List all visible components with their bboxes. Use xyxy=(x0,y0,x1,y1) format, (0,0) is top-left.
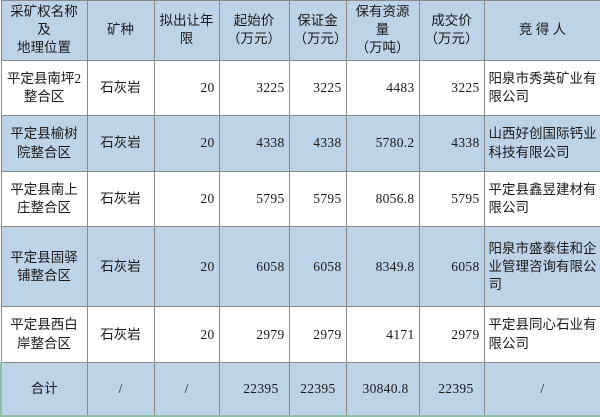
cell-reserves: 4483 xyxy=(345,59,420,117)
cell-winner: 阳泉市秀英矿业有限公司 xyxy=(483,59,600,117)
cell-winner: 平定县鑫昱建材有限公司 xyxy=(483,170,600,228)
cell-years: 20 xyxy=(153,306,220,363)
total-deal-price: 22395 xyxy=(418,362,485,417)
column-header-reserves-line2: （万吨） xyxy=(355,40,410,56)
column-header-ore: 矿种 xyxy=(86,0,155,61)
cell-deal-price: 2979 xyxy=(418,306,485,363)
cell-deposit: 4338 xyxy=(288,115,347,172)
column-header-name-line1: 采矿权名称及 xyxy=(10,4,78,38)
column-header-years: 拟出让年限 xyxy=(153,0,220,61)
column-header-reserves: 保有资源量 （万吨） xyxy=(345,0,420,61)
cell-deal-price: 4338 xyxy=(418,115,485,172)
column-header-deposit-line1: 保证金 xyxy=(297,13,338,29)
cell-start-price: 2979 xyxy=(218,306,290,363)
cell-deal-price: 3225 xyxy=(418,59,485,117)
cell-start-price: 5795 xyxy=(218,170,290,228)
cell-years: 20 xyxy=(153,170,220,228)
cell-name: 平定县南坪2整合区 xyxy=(0,59,88,117)
cell-ore: 石灰岩 xyxy=(86,170,155,228)
cell-start-price: 4338 xyxy=(218,115,290,172)
table-header-row: 采矿权名称及 地理位置 矿种 拟出让年限 起始价 （万元） 保证金 （万元） 保… xyxy=(0,0,600,61)
column-header-deal-price: 成交价 （万元） xyxy=(418,0,485,61)
total-winner: / xyxy=(483,362,600,417)
total-start-price: 22395 xyxy=(218,362,290,417)
column-header-reserves-line1: 保有资源量 xyxy=(355,4,410,38)
column-header-name: 采矿权名称及 地理位置 xyxy=(0,0,88,61)
cell-deposit: 2979 xyxy=(288,306,347,363)
cell-ore: 石灰岩 xyxy=(86,59,155,117)
cell-years: 20 xyxy=(153,115,220,172)
cell-deposit: 6058 xyxy=(288,226,347,308)
cell-deal-price: 5795 xyxy=(418,170,485,228)
cell-name: 平定县西白岸整合区 xyxy=(0,306,88,363)
column-header-winner: 竞 得 人 xyxy=(483,0,600,61)
cell-start-price: 3225 xyxy=(218,59,290,117)
cell-reserves: 4171 xyxy=(345,306,420,363)
cell-years: 20 xyxy=(153,226,220,308)
table-row: 平定县榆树院整合区 石灰岩 20 4338 4338 5780.2 4338 山… xyxy=(0,115,600,172)
cell-deposit: 5795 xyxy=(288,170,347,228)
total-years: / xyxy=(153,362,220,417)
table-total-row: 合计 / / 22395 22395 30840.8 22395 / xyxy=(0,362,600,417)
column-header-start-price-line2: （万元） xyxy=(227,31,281,47)
column-header-start-price-line1: 起始价 xyxy=(233,13,275,29)
column-header-start-price: 起始价 （万元） xyxy=(218,0,290,61)
cell-deposit: 3225 xyxy=(288,59,347,117)
cell-winner: 阳泉市盛泰佳和企业管理咨询有限公司 xyxy=(483,226,600,308)
cell-reserves: 8349.8 xyxy=(345,226,420,308)
cell-name: 平定县榆树院整合区 xyxy=(0,115,88,172)
cell-winner: 平定县同心石业有限公司 xyxy=(483,306,600,363)
column-header-deal-price-line2: （万元） xyxy=(424,31,479,47)
cell-name: 平定县固驿铺整合区 xyxy=(0,226,88,308)
total-deposit: 22395 xyxy=(288,362,347,417)
table-row: 平定县西白岸整合区 石灰岩 20 2979 2979 4171 2979 平定县… xyxy=(0,306,600,363)
cell-winner: 山西好创国际钙业科技有限公司 xyxy=(483,115,600,172)
cell-reserves: 8056.8 xyxy=(345,170,420,228)
total-reserves: 30840.8 xyxy=(345,362,420,417)
column-header-years-line1: 拟出让年限 xyxy=(159,13,214,47)
cell-ore: 石灰岩 xyxy=(86,115,155,172)
cell-name: 平定县南上庄整合区 xyxy=(0,170,88,228)
total-label: 合计 xyxy=(0,362,88,417)
cell-deal-price: 6058 xyxy=(418,226,485,308)
cell-ore: 石灰岩 xyxy=(86,226,155,308)
column-header-deal-price-line1: 成交价 xyxy=(431,13,472,29)
cell-start-price: 6058 xyxy=(218,226,290,308)
table-row: 平定县南坪2整合区 石灰岩 20 3225 3225 4483 3225 阳泉市… xyxy=(0,59,600,117)
column-header-name-line2: 地理位置 xyxy=(17,40,71,56)
table-row: 平定县固驿铺整合区 石灰岩 20 6058 6058 8349.8 6058 阳… xyxy=(0,226,600,308)
total-ore: / xyxy=(86,362,155,417)
column-header-winner-line1: 竞 得 人 xyxy=(518,22,567,38)
cell-ore: 石灰岩 xyxy=(86,306,155,363)
column-header-deposit: 保证金 （万元） xyxy=(288,0,347,61)
cell-years: 20 xyxy=(153,59,220,117)
cell-reserves: 5780.2 xyxy=(345,115,420,172)
column-header-ore-line1: 矿种 xyxy=(107,22,134,38)
table-row: 平定县南上庄整合区 石灰岩 20 5795 5795 8056.8 5795 平… xyxy=(0,170,600,228)
column-header-deposit-line2: （万元） xyxy=(293,31,346,47)
